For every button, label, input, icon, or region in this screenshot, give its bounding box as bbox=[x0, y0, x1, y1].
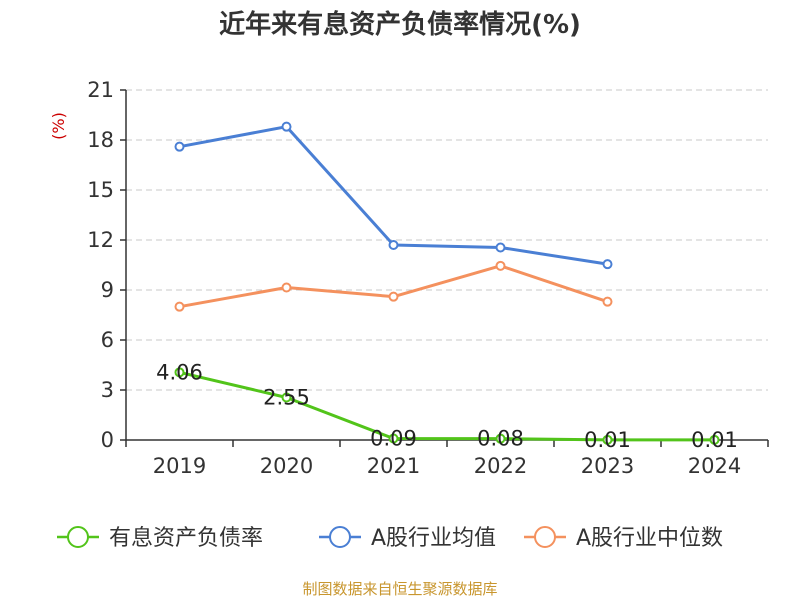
x-tick-label: 2020 bbox=[260, 454, 313, 478]
data-point[interactable] bbox=[495, 242, 506, 253]
legend-marker bbox=[67, 526, 89, 548]
legend-label: 有息资产负债率 bbox=[109, 526, 263, 551]
source-note: 制图数据来自恒生聚源数据库 bbox=[302, 580, 497, 598]
data-point[interactable] bbox=[388, 433, 399, 444]
data-label: 2.55 bbox=[263, 386, 310, 410]
data-point[interactable] bbox=[281, 392, 292, 403]
x-tick-label: 2021 bbox=[367, 454, 420, 478]
legend-item[interactable]: A股行业中位数 bbox=[524, 526, 723, 551]
legend-item[interactable]: A股行业均值 bbox=[319, 526, 496, 551]
y-tick-label: 3 bbox=[101, 378, 114, 402]
legend-label: A股行业均值 bbox=[371, 526, 496, 551]
axes: 0 3 6 9 12 15 18 21 2019 2020 2021 2022 2023 2024 bbox=[87, 78, 769, 478]
data-label: 0.08 bbox=[477, 427, 524, 451]
data-labels: 4.06 2.55 0.09 0.08 0.01 0.01 bbox=[156, 360, 738, 452]
x-tick-label: 2022 bbox=[474, 454, 527, 478]
data-point[interactable] bbox=[174, 301, 185, 312]
y-tick-label: 9 bbox=[101, 278, 114, 302]
y-axis-label: (%) bbox=[49, 112, 68, 140]
x-tick-label: 2019 bbox=[153, 454, 206, 478]
data-point[interactable] bbox=[388, 240, 399, 250]
series-layer bbox=[174, 121, 720, 445]
y-tick-label: 21 bbox=[87, 78, 114, 102]
data-label: 0.09 bbox=[370, 427, 417, 451]
x-tick-label: 2024 bbox=[688, 454, 741, 478]
data-point[interactable] bbox=[495, 260, 506, 271]
data-point[interactable] bbox=[709, 434, 720, 445]
legend-marker bbox=[329, 526, 351, 548]
data-point[interactable] bbox=[602, 434, 613, 445]
legend-marker bbox=[534, 526, 556, 548]
legend[interactable]: 有息资产负债率 A股行业均值 A股行业中位数 bbox=[57, 526, 723, 551]
data-point[interactable] bbox=[281, 121, 292, 132]
y-tick-label: 12 bbox=[87, 228, 114, 252]
y-tick-label: 18 bbox=[87, 128, 114, 152]
y-tick-label: 15 bbox=[87, 178, 114, 202]
legend-label: A股行业中位数 bbox=[576, 526, 723, 551]
data-label: 0.01 bbox=[691, 428, 738, 452]
data-label: 4.06 bbox=[156, 360, 203, 384]
data-point[interactable] bbox=[281, 282, 292, 293]
legend-item[interactable]: 有息资产负债率 bbox=[57, 526, 263, 551]
data-point[interactable] bbox=[495, 433, 506, 444]
chart-title: 近年来有息资产负债率情况(%) bbox=[219, 9, 581, 40]
data-point[interactable] bbox=[174, 367, 185, 378]
y-tick-label: 0 bbox=[101, 428, 114, 452]
x-tick-label: 2023 bbox=[581, 454, 634, 478]
data-point[interactable] bbox=[602, 259, 613, 270]
y-tick-label: 6 bbox=[101, 328, 114, 352]
data-point[interactable] bbox=[602, 296, 613, 307]
data-label: 0.01 bbox=[584, 428, 631, 452]
data-point[interactable] bbox=[388, 291, 399, 302]
series-line-0 bbox=[179, 370, 715, 442]
data-point[interactable] bbox=[174, 141, 185, 152]
gridlines bbox=[126, 89, 768, 391]
